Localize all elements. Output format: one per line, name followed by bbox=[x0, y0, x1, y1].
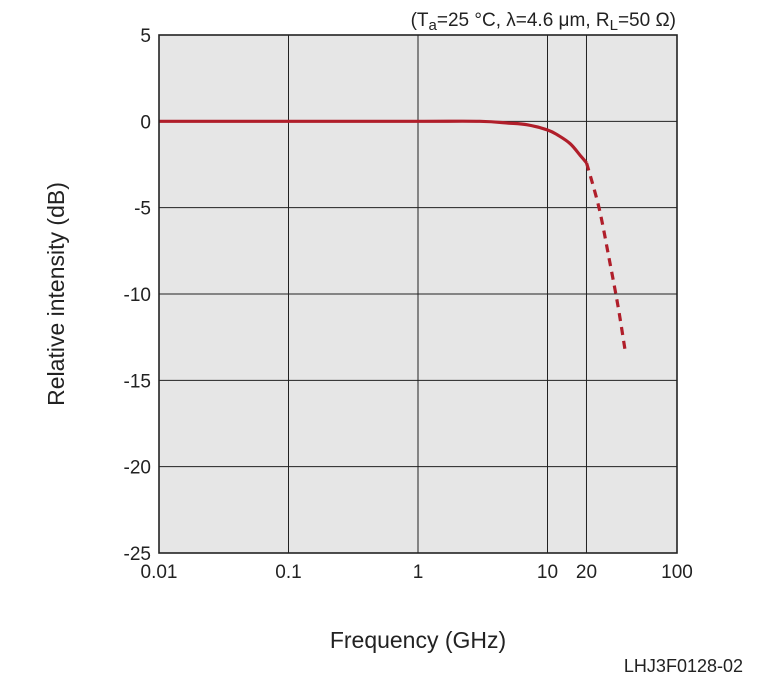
y-tick-label: -25 bbox=[124, 544, 151, 565]
measured-response-line bbox=[159, 119, 588, 164]
y-tick-label: 5 bbox=[140, 26, 151, 47]
y-tick-label: -15 bbox=[124, 371, 151, 392]
x-tick-label: 0.01 bbox=[141, 562, 178, 583]
measurement-conditions: (Ta=25 °C, λ=4.6 μm, RL=50 Ω) bbox=[411, 10, 676, 34]
y-tick-label: -5 bbox=[134, 199, 151, 220]
data-series bbox=[159, 119, 628, 353]
y-tick-label: 0 bbox=[140, 112, 151, 133]
extrapolated-response-line bbox=[584, 162, 628, 353]
x-tick-label: 20 bbox=[576, 562, 597, 583]
x-axis-label: Frequency (GHz) bbox=[330, 627, 506, 653]
y-tick-label: -20 bbox=[124, 458, 151, 479]
x-tick-labels: 0.01 0.1 1 10 20 100 bbox=[141, 562, 693, 583]
y-axis-label: Relative intensity (dB) bbox=[43, 182, 69, 406]
x-tick-label: 1 bbox=[413, 562, 424, 583]
figure-code: LHJ3F0128-02 bbox=[624, 656, 743, 676]
plot-border bbox=[158, 34, 678, 554]
y-tick-label: -10 bbox=[124, 285, 151, 306]
x-tick-label: 10 bbox=[537, 562, 558, 583]
x-tick-label: 100 bbox=[661, 562, 693, 583]
y-tick-labels: 5 0 -5 -10 -15 -20 -25 bbox=[124, 26, 151, 565]
x-tick-label: 0.1 bbox=[275, 562, 301, 583]
